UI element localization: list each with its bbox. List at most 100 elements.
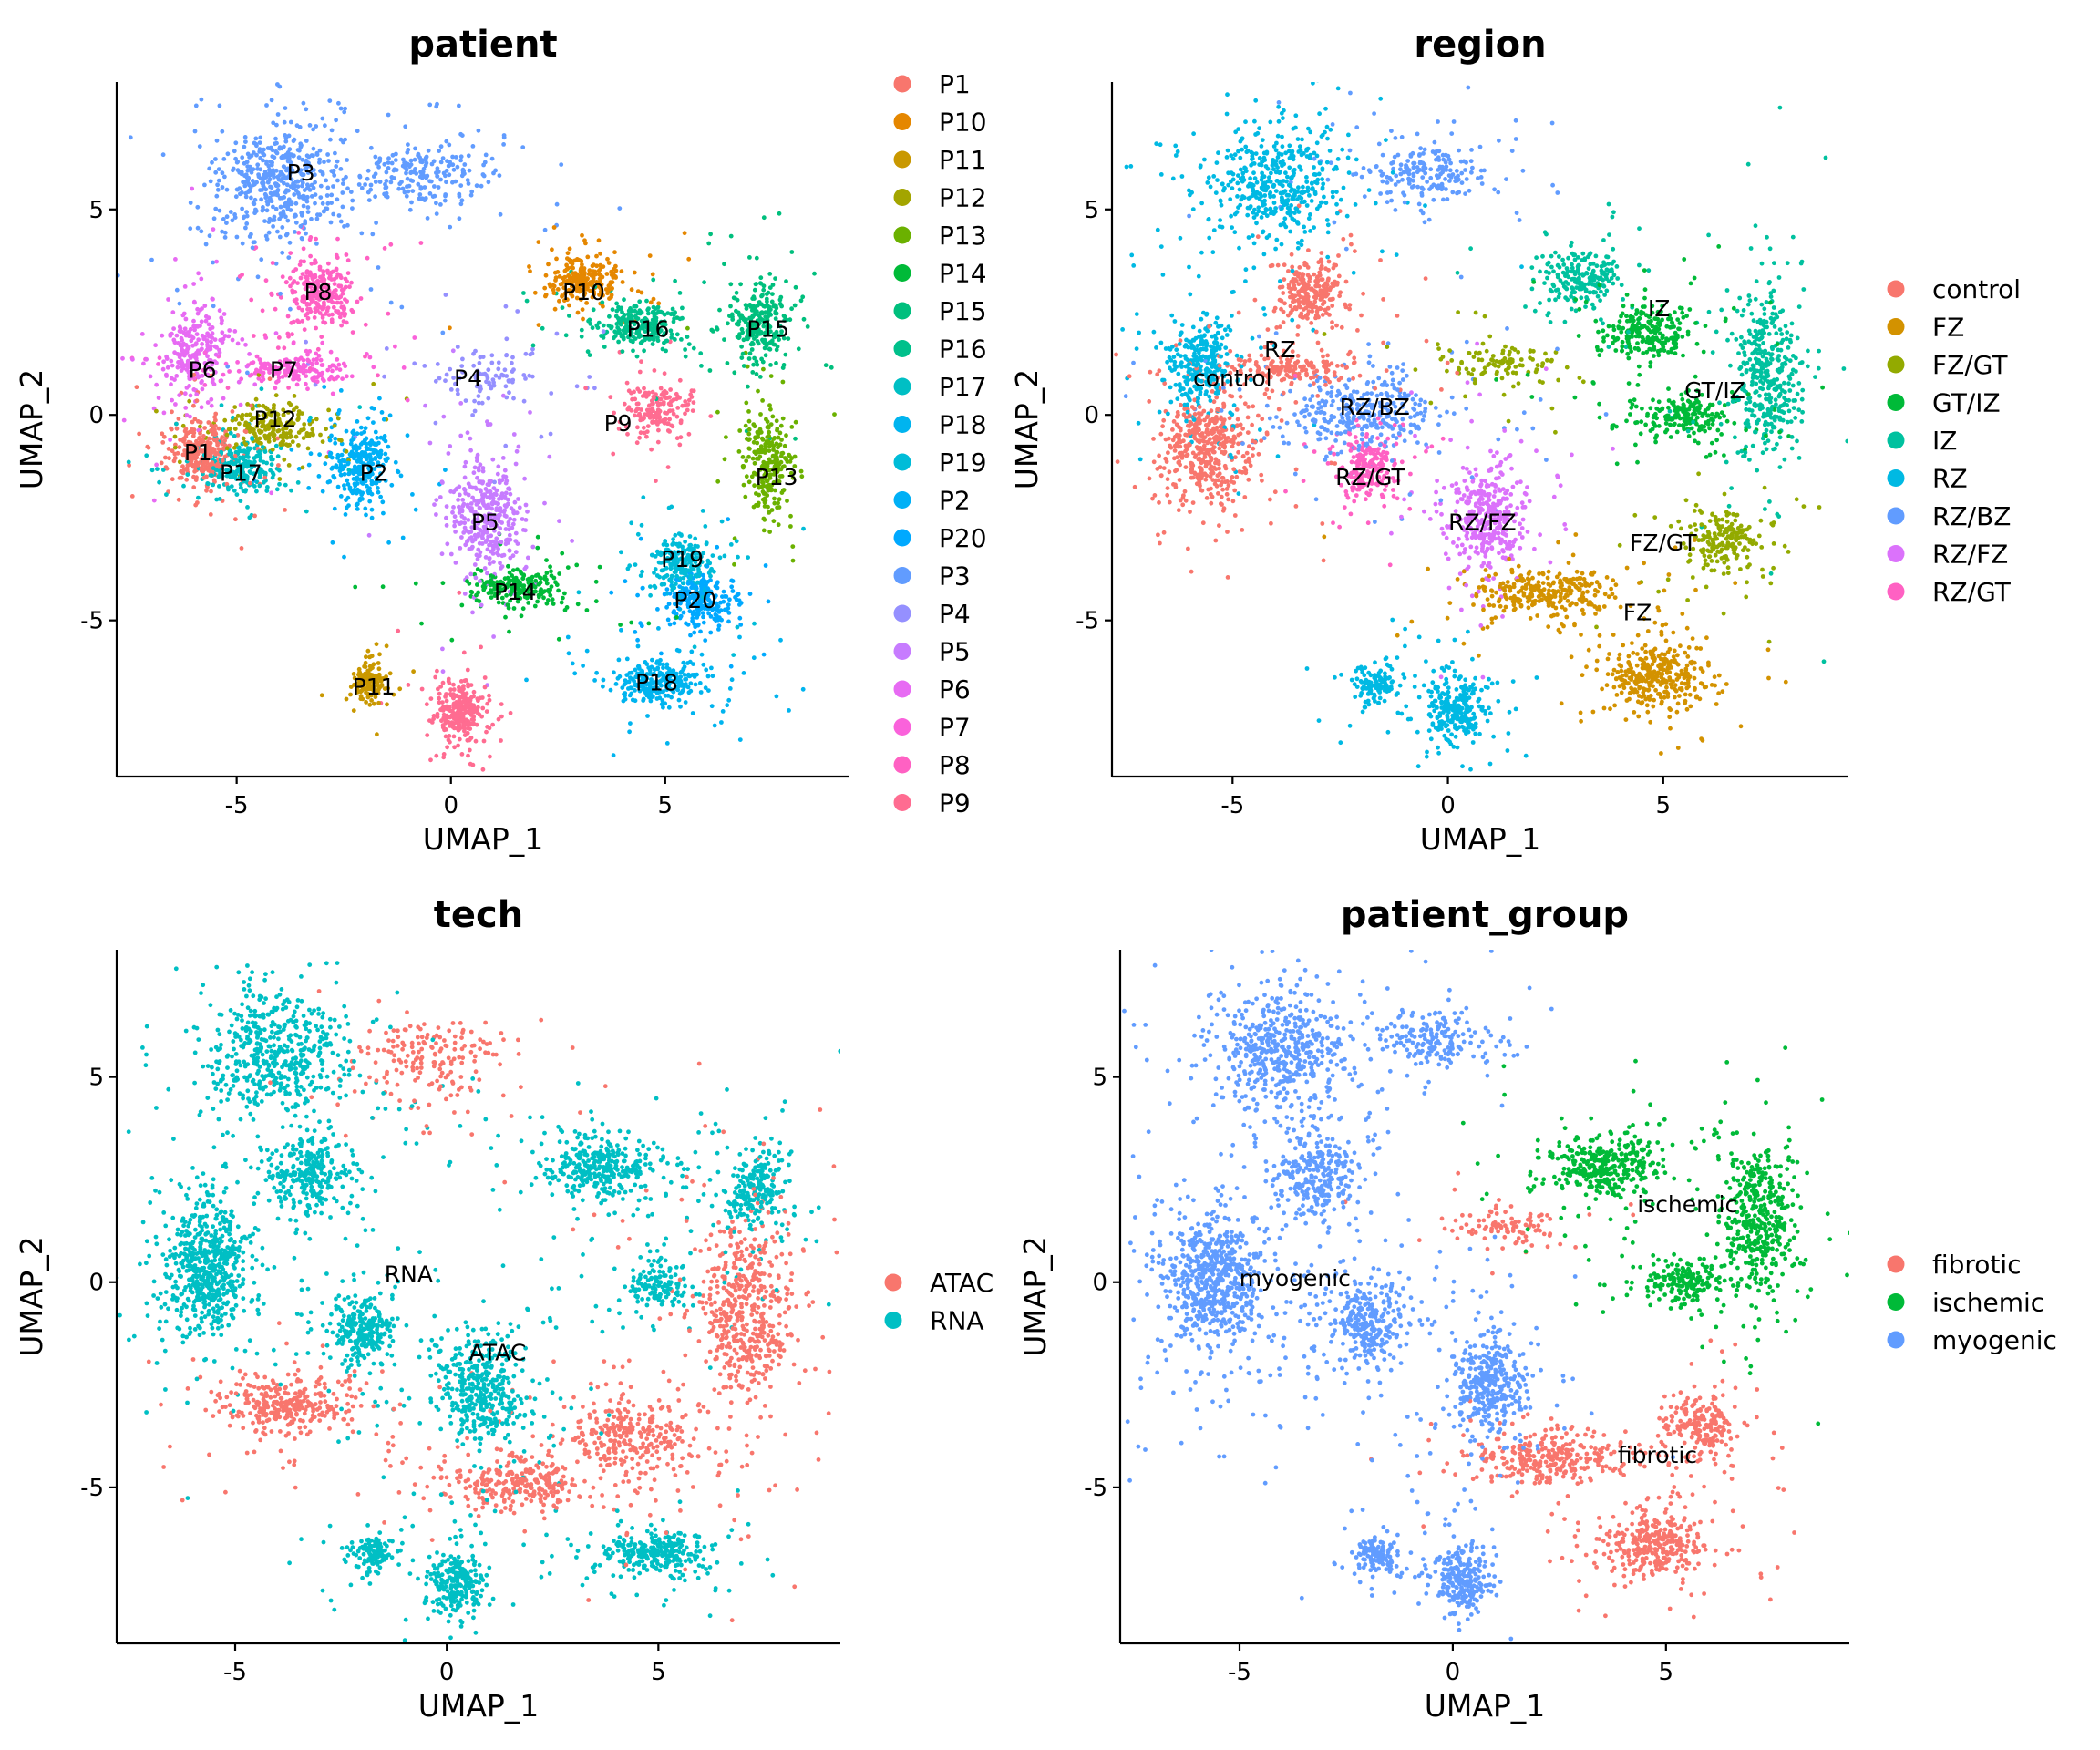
data-point-P10 xyxy=(528,269,532,273)
data-point-P2 xyxy=(333,440,338,446)
data-point-P10 xyxy=(612,250,617,255)
data-point-P19 xyxy=(746,555,750,560)
data-point-P6 xyxy=(197,351,202,356)
data-point-P18 xyxy=(570,661,575,666)
data-point-P3 xyxy=(220,185,225,190)
data-point-P12 xyxy=(266,439,272,444)
data-point-P10 xyxy=(650,272,655,277)
data-point-P3 xyxy=(242,135,248,139)
data-point-P12 xyxy=(241,436,246,441)
data-point-P6 xyxy=(190,186,195,191)
data-point-P9 xyxy=(465,705,469,709)
data-point-P6 xyxy=(211,382,217,387)
data-point-P12 xyxy=(277,477,283,481)
data-point-P4 xyxy=(472,408,478,414)
data-point-P5 xyxy=(491,634,496,639)
data-point-P1 xyxy=(212,427,217,433)
data-point-P16 xyxy=(616,339,621,345)
data-point-P2 xyxy=(367,499,373,504)
data-point-P2 xyxy=(413,507,418,512)
data-point-P3 xyxy=(427,191,433,196)
data-point-P13 xyxy=(778,423,784,428)
data-point-P6 xyxy=(205,400,211,405)
data-point-P8 xyxy=(388,242,394,247)
data-point-P3 xyxy=(460,167,466,172)
data-point-P9 xyxy=(490,722,495,727)
data-point-P18 xyxy=(712,723,717,728)
data-point-P3 xyxy=(315,212,320,218)
data-point-P16 xyxy=(563,333,569,338)
data-point-P19 xyxy=(719,519,725,524)
data-point-P3 xyxy=(207,233,212,239)
data-point-P8 xyxy=(298,259,304,264)
data-point-P2 xyxy=(377,396,382,401)
data-point-P15 xyxy=(754,255,759,261)
data-point-P14 xyxy=(584,608,590,612)
data-point-P5 xyxy=(496,464,501,469)
data-point-P3 xyxy=(318,195,324,201)
data-point-P19 xyxy=(687,534,693,539)
data-point-P16 xyxy=(567,314,571,318)
data-point-P19 xyxy=(635,531,641,537)
data-point-P3 xyxy=(243,139,248,145)
data-point-P14 xyxy=(511,606,517,611)
data-point-P18 xyxy=(524,677,529,683)
data-point-P15 xyxy=(741,337,746,343)
data-point-P3 xyxy=(359,231,365,236)
data-point-P11 xyxy=(391,692,396,697)
data-point-P5 xyxy=(494,523,499,529)
data-point-P12 xyxy=(268,420,273,426)
data-point-P3 xyxy=(345,186,350,191)
data-point-P2 xyxy=(320,489,325,494)
data-point-P4 xyxy=(463,398,468,403)
data-point-P16 xyxy=(637,299,643,304)
data-point-P1 xyxy=(202,426,208,430)
data-point-P3 xyxy=(440,330,446,335)
data-point-P9 xyxy=(656,427,661,433)
data-point-P1 xyxy=(216,447,221,452)
data-point-P2 xyxy=(338,388,344,393)
data-point-P12 xyxy=(187,398,192,404)
data-point-P3 xyxy=(253,136,259,141)
data-point-P6 xyxy=(217,308,222,314)
data-point-P3 xyxy=(325,152,330,157)
data-point-P4 xyxy=(521,398,527,404)
data-point-P20 xyxy=(737,602,742,607)
data-point-P9 xyxy=(461,695,467,700)
data-point-P3 xyxy=(357,174,363,180)
data-point-P15 xyxy=(774,347,779,353)
data-point-P13 xyxy=(746,446,752,451)
data-point-P8 xyxy=(358,296,364,301)
data-point-P6 xyxy=(200,333,205,338)
data-point-P3 xyxy=(392,167,397,172)
data-point-P12 xyxy=(296,443,301,448)
data-point-P3 xyxy=(269,98,274,103)
data-point-P10 xyxy=(589,273,594,278)
data-point-P3 xyxy=(273,136,278,141)
data-point-P3 xyxy=(224,221,229,226)
data-point-P5 xyxy=(448,489,453,494)
data-point-P12 xyxy=(232,405,238,409)
data-point-P6 xyxy=(171,337,177,343)
data-point-P9 xyxy=(437,695,442,701)
data-point-P5 xyxy=(439,551,445,557)
data-point-P5 xyxy=(557,519,561,524)
data-point-P3 xyxy=(390,152,396,158)
data-point-P8 xyxy=(300,272,305,276)
data-point-P8 xyxy=(314,325,318,331)
data-point-P4 xyxy=(554,331,560,336)
data-point-P3 xyxy=(297,125,303,129)
data-point-P6 xyxy=(221,312,227,316)
data-point-P3 xyxy=(289,177,294,182)
data-point-P12 xyxy=(299,427,304,433)
data-point-P2 xyxy=(364,436,369,441)
data-point-P13 xyxy=(789,425,795,429)
data-point-P16 xyxy=(601,323,606,328)
data-point-P8 xyxy=(345,279,349,284)
data-point-P3 xyxy=(264,159,269,164)
data-point-P9 xyxy=(488,754,492,759)
data-point-P6 xyxy=(183,316,189,322)
data-point-P13 xyxy=(793,419,798,425)
data-point-P5 xyxy=(502,503,508,508)
data-point-P20 xyxy=(720,594,725,599)
